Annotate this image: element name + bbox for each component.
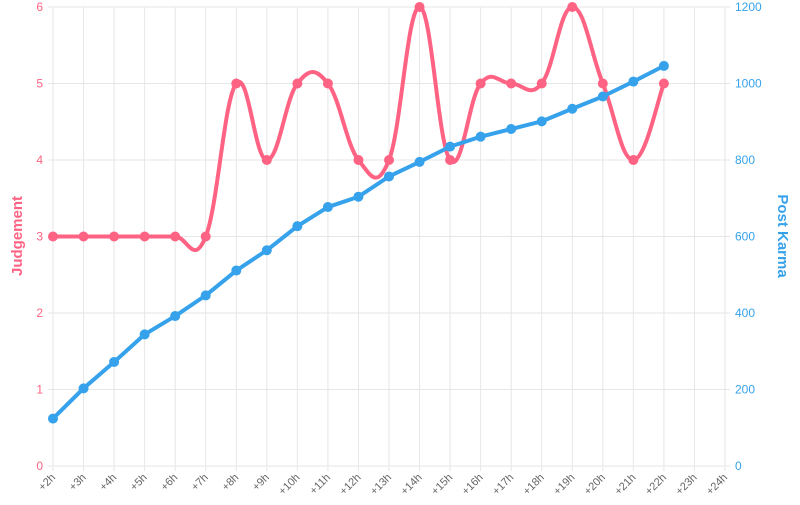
y-tick-label-left: 4 [36, 153, 43, 167]
data-point-judgement [231, 78, 242, 89]
x-tick-label: +2h [36, 472, 58, 494]
grid [48, 6, 730, 471]
data-point-judgement [261, 155, 272, 165]
y-tick-label-left: 1 [36, 383, 43, 397]
data-point-post-karma [536, 116, 547, 127]
data-point-judgement [414, 2, 425, 12]
data-point-post-karma [292, 221, 303, 232]
x-tick-label: +9h [250, 472, 272, 494]
y-tick-label-left: 6 [36, 0, 43, 14]
y-tick-label-right: 600 [735, 230, 755, 244]
data-point-post-karma [48, 413, 58, 424]
x-tick-label: +6h [159, 472, 181, 494]
y-tick-label-right: 1000 [735, 77, 762, 91]
y-axis-label-left: Judgement [9, 196, 26, 276]
x-tick-label: +19h [551, 472, 577, 498]
data-point-judgement [170, 231, 181, 242]
x-tick-label: +4h [98, 472, 120, 494]
data-point-post-karma [445, 141, 456, 152]
data-point-post-karma [170, 311, 181, 322]
data-point-post-karma [384, 171, 394, 182]
x-tick-label: +18h [521, 472, 547, 498]
data-point-post-karma [475, 131, 486, 142]
x-tick-label: +11h [308, 472, 333, 497]
x-tick-label: +12h [338, 472, 364, 498]
data-point-judgement [139, 231, 150, 242]
axes: 0 1 2 3 4 5 6 0 200 400 600 800 1000 1200 +2h +3h +4h +5h… [36, 0, 762, 498]
x-tick-label: +24h [704, 472, 730, 498]
data-point-post-karma [78, 383, 89, 394]
data-point-post-karma [261, 245, 272, 256]
x-tick-label: +21h [612, 472, 638, 498]
data-point-post-karma [628, 76, 639, 87]
data-point-post-karma [658, 60, 669, 71]
x-tick-label: +20h [582, 472, 608, 498]
data-point-judgement [475, 78, 486, 89]
data-point-post-karma [200, 290, 211, 301]
data-point-judgement [353, 155, 364, 165]
x-tick-label: +23h [674, 472, 700, 498]
data-point-judgement [109, 231, 120, 242]
x-tick-label: +3h [67, 472, 89, 494]
data-point-post-karma [353, 191, 364, 202]
data-point-post-karma [231, 265, 242, 276]
data-point-judgement [567, 2, 578, 12]
y-tick-label-left: 5 [36, 77, 43, 91]
y-tick-label-left: 3 [36, 230, 43, 244]
series [48, 2, 669, 424]
data-point-judgement [292, 78, 303, 89]
y-tick-label-right: 800 [735, 153, 755, 167]
y-tick-label-right: 200 [735, 383, 755, 397]
x-tick-label: +5h [128, 472, 150, 494]
data-point-post-karma [109, 356, 120, 367]
x-tick-label: +15h [429, 472, 455, 498]
data-point-judgement [200, 231, 211, 242]
x-tick-label: +8h [220, 472, 242, 494]
data-point-judgement [658, 78, 669, 89]
data-point-post-karma [139, 329, 150, 340]
data-point-judgement [536, 78, 547, 89]
data-point-post-karma [597, 91, 608, 102]
x-tick-label: +22h [643, 472, 669, 498]
y-tick-label-left: 0 [36, 459, 43, 473]
data-point-post-karma [414, 156, 425, 167]
x-tick-label: +10h [276, 472, 302, 498]
x-tick-label: +16h [460, 472, 486, 498]
data-point-post-karma [567, 103, 578, 114]
data-point-judgement [506, 78, 517, 89]
data-point-judgement [78, 231, 89, 242]
data-point-judgement [597, 78, 608, 89]
y-axis-label-right: Post Karma [774, 194, 791, 278]
data-point-post-karma [506, 124, 517, 135]
x-tick-label: +17h [490, 472, 516, 498]
data-point-judgement [628, 155, 639, 165]
data-point-judgement [322, 78, 333, 89]
x-tick-label: +7h [189, 472, 211, 494]
data-point-post-karma [322, 202, 333, 213]
x-tick-label: +13h [368, 472, 394, 498]
data-point-judgement [48, 231, 58, 242]
data-point-judgement [445, 155, 456, 165]
y-tick-label-right: 400 [735, 306, 755, 320]
data-point-judgement [384, 155, 394, 165]
y-tick-label-right: 1200 [735, 0, 762, 14]
y-tick-label-right: 0 [735, 459, 742, 473]
y-tick-label-left: 2 [36, 306, 43, 320]
x-tick-label: +14h [399, 472, 425, 498]
